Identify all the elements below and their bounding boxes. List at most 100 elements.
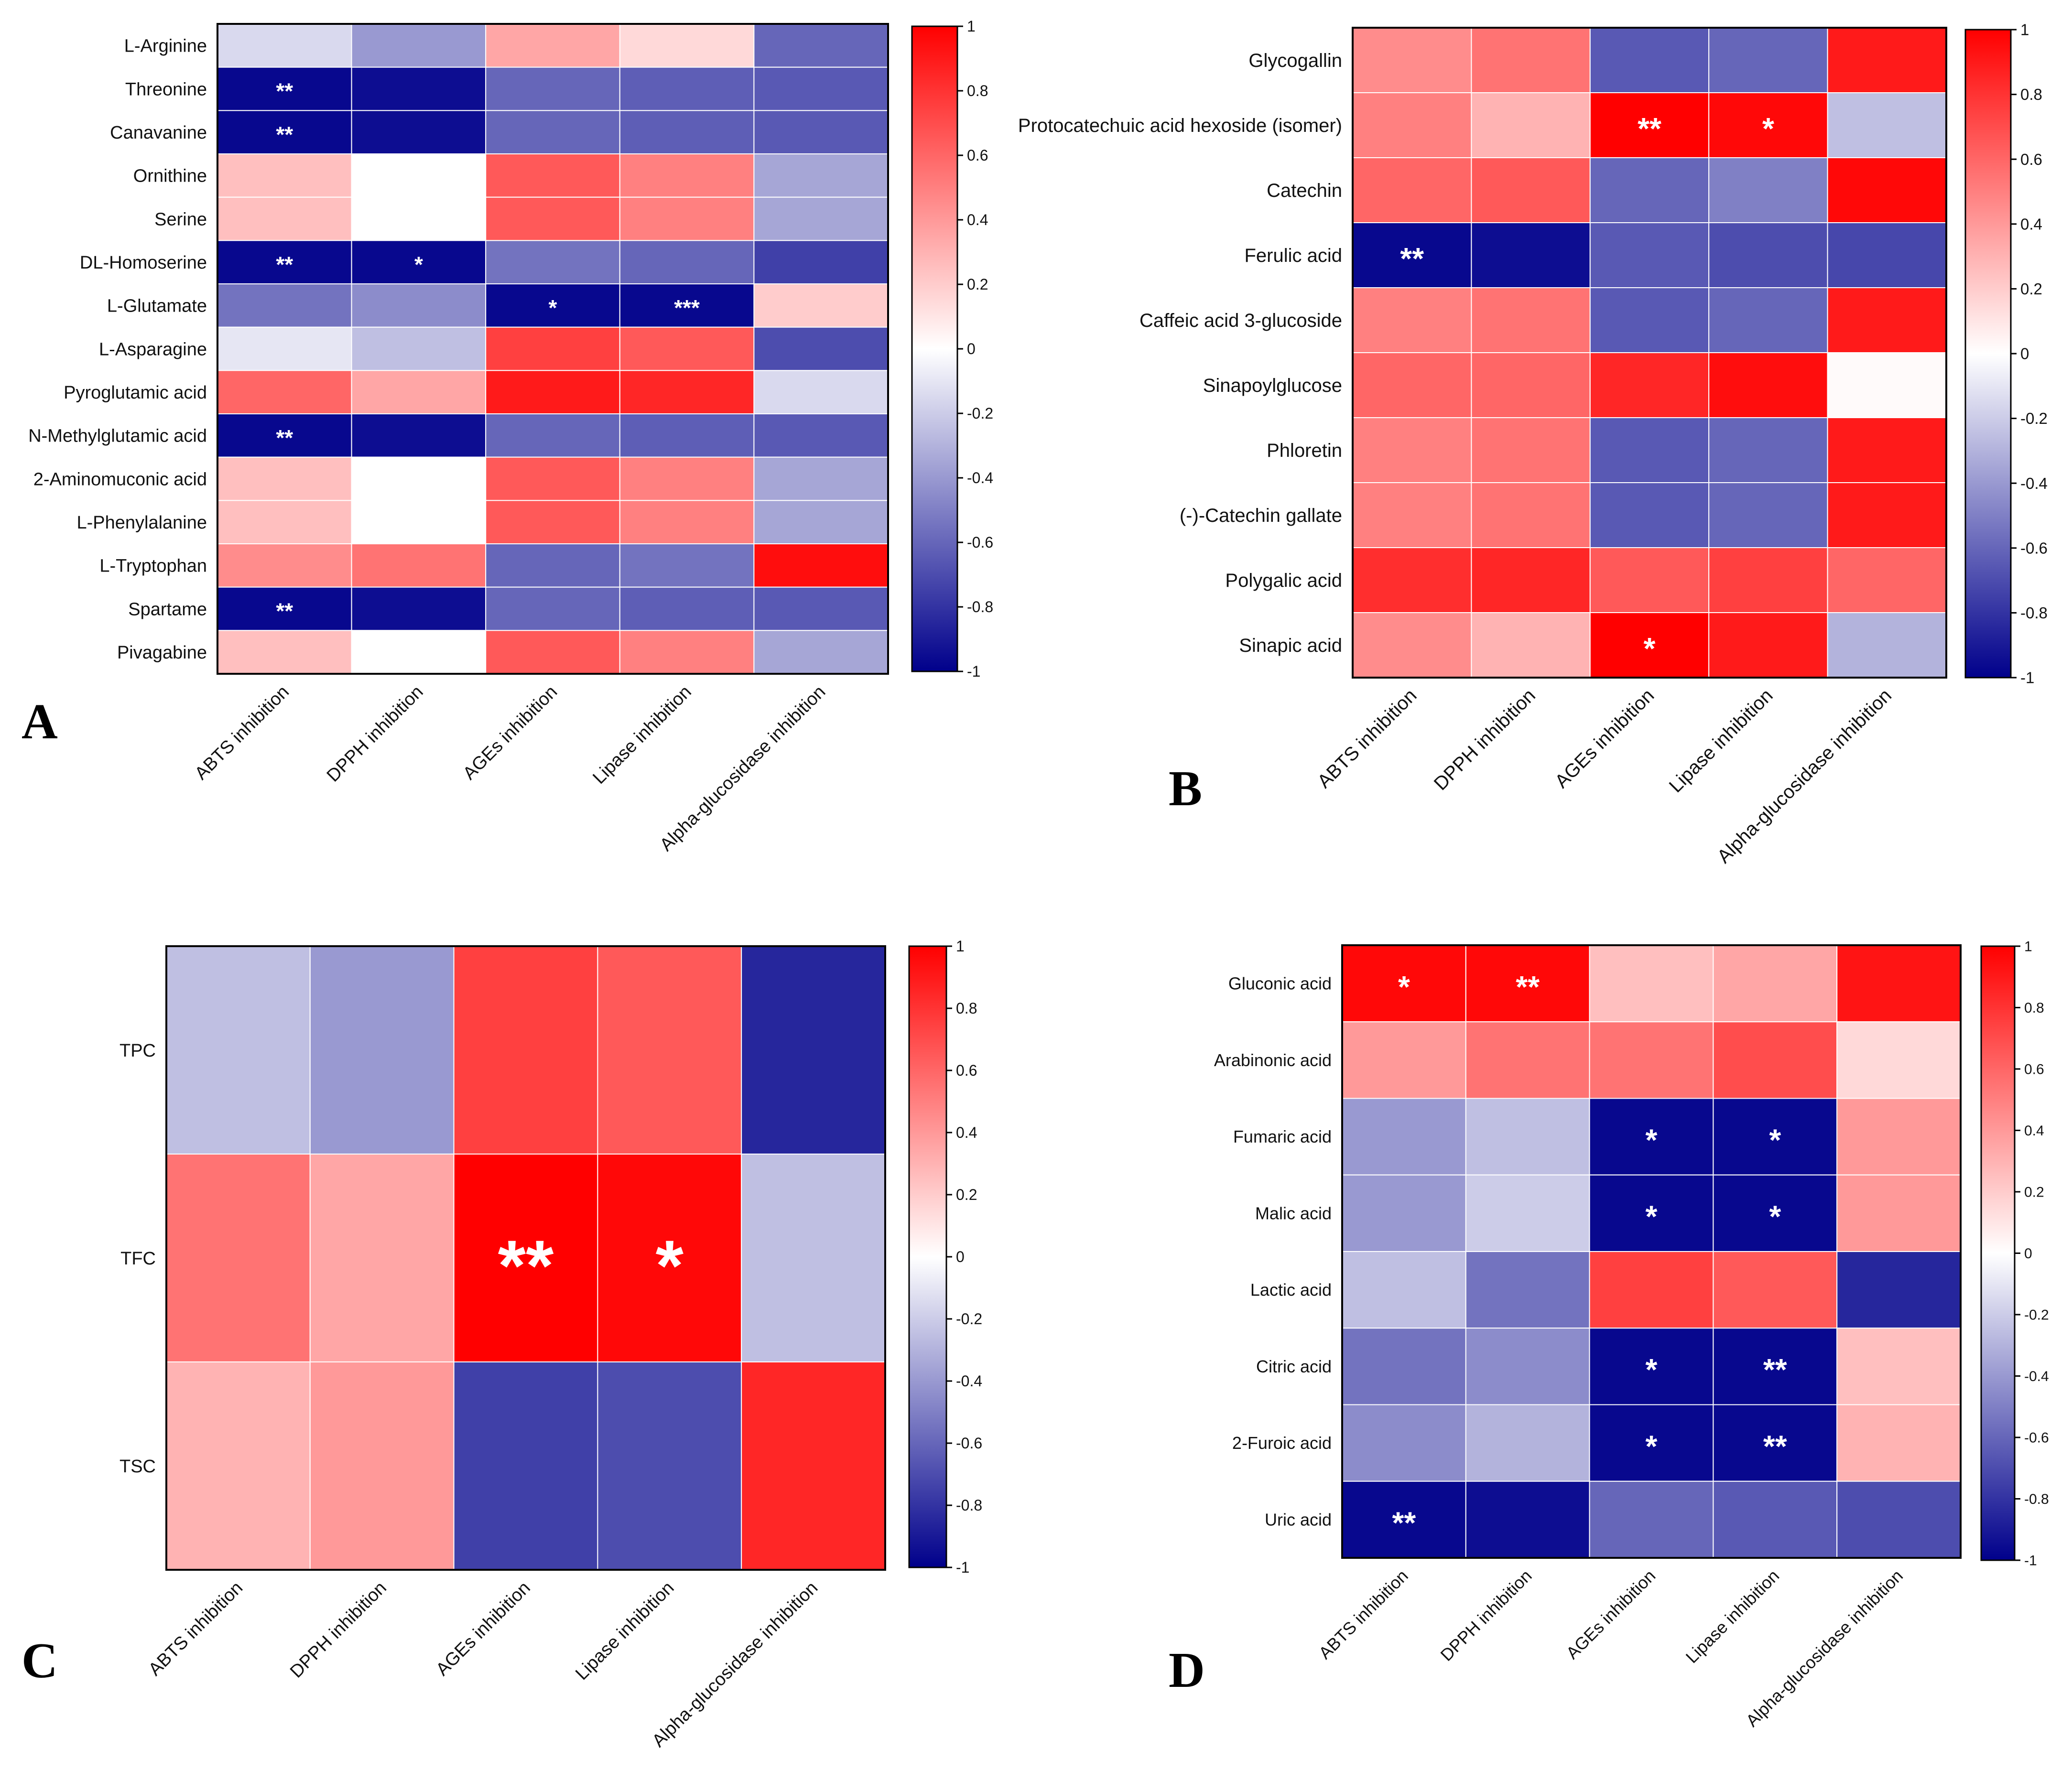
row-label: Fumaric acid	[1233, 1127, 1332, 1146]
row-label: Sinapic acid	[1239, 635, 1342, 656]
significance-mark: ***	[674, 295, 700, 320]
heatmap-cell	[1471, 27, 1591, 93]
heatmap-cell	[485, 110, 620, 154]
colorbar-tick-label: 0.4	[967, 211, 988, 228]
significance-mark: *	[656, 1225, 684, 1306]
heatmap-cell	[1827, 287, 1947, 353]
column-label: AGEs inhibition	[459, 682, 561, 784]
colorbar	[911, 25, 958, 672]
heatmap-cell	[1352, 27, 1472, 93]
row-label: N-Methylglutamic acid	[28, 426, 207, 446]
significance-mark: *	[1769, 1199, 1781, 1234]
colorbar-tick-label: -0.6	[956, 1435, 982, 1452]
heatmap-cell	[351, 66, 487, 111]
heatmap-cell	[1836, 1251, 1961, 1329]
heatmap-cell	[217, 500, 352, 545]
colorbar	[1980, 945, 2016, 1561]
heatmap-cell	[453, 946, 598, 1155]
heatmap-cell	[753, 240, 889, 285]
heatmap-cell	[351, 543, 487, 588]
colorbar	[1964, 29, 2012, 679]
heatmap-cell	[1589, 92, 1710, 158]
heatmap-cell	[1708, 547, 1828, 613]
heatmap-cell	[351, 586, 487, 631]
heatmap-cell	[1827, 482, 1947, 548]
column-label: ABTS inhibition	[1313, 685, 1421, 792]
heatmap-cell	[1342, 945, 1466, 1023]
row-label: TFC	[120, 1249, 156, 1269]
heatmap-cell	[753, 110, 889, 154]
heatmap-cell	[1471, 612, 1591, 678]
heatmap-cell	[619, 326, 755, 371]
colorbar-tick-label: 0.8	[2024, 1000, 2044, 1016]
colorbar-tick-label: -0.6	[2020, 539, 2048, 557]
heatmap-cell	[1352, 482, 1472, 548]
heatmap-cell	[1471, 417, 1591, 483]
colorbar-tick-label: 0.6	[2024, 1062, 2044, 1078]
significance-mark: **	[1763, 1352, 1787, 1387]
significance-mark: **	[276, 252, 293, 277]
row-label: Ferulic acid	[1244, 245, 1342, 266]
colorbar-tick-label: 0.6	[2020, 151, 2042, 168]
row-label: L-Asparagine	[99, 339, 207, 359]
heatmap-cell	[619, 23, 755, 68]
significance-mark: *	[414, 252, 423, 277]
colorbar-tick-label: 1	[967, 18, 976, 35]
row-label: Caffeic acid 3-glucoside	[1139, 310, 1342, 331]
heatmap-cell	[1827, 352, 1947, 418]
significance-mark: **	[498, 1225, 554, 1306]
heatmap-cell	[1827, 222, 1947, 288]
colorbar-tick-label: -0.4	[956, 1372, 982, 1390]
colorbar-tick-label: 0.8	[967, 82, 988, 99]
heatmap-cell	[619, 66, 755, 111]
heatmap-frame	[1352, 27, 1947, 679]
heatmap-cell	[1708, 417, 1828, 483]
column-label: ABTS inhibition	[191, 682, 293, 784]
column-label: Lipase inhibition	[572, 1578, 678, 1684]
heatmap-cell	[1589, 1251, 1714, 1329]
heatmap-cell	[1589, 1480, 1714, 1558]
heatmap-cell	[1836, 1021, 1961, 1099]
significance-mark: **	[1392, 1506, 1416, 1540]
heatmap-cell	[485, 23, 620, 68]
heatmap-cell	[1713, 1480, 1838, 1558]
heatmap-cell	[1465, 1251, 1590, 1329]
heatmap-cell	[485, 370, 620, 414]
heatmap-cell	[485, 456, 620, 501]
heatmap-cell	[1342, 1098, 1466, 1176]
heatmap-frame	[165, 945, 886, 1571]
colorbar-tick-label: 0.2	[967, 276, 988, 293]
heatmap-cell	[619, 110, 755, 154]
heatmap-cell	[1352, 222, 1472, 288]
colorbar-tick-label: 1	[2024, 939, 2032, 955]
colorbar-tick-label: -0.2	[2024, 1307, 2049, 1323]
heatmap-cell	[453, 1154, 598, 1362]
heatmap-cell	[753, 413, 889, 458]
row-label: 2-Aminomuconic acid	[33, 469, 207, 489]
heatmap-cell	[741, 1361, 886, 1570]
heatmap-cell	[1836, 1098, 1961, 1176]
heatmap-cell	[619, 240, 755, 285]
row-label: Pivagabine	[117, 643, 207, 663]
column-label: Lipase inhibition	[1665, 685, 1777, 797]
row-label: Glycogallin	[1248, 50, 1342, 71]
heatmap-cell	[351, 283, 487, 328]
heatmap-cell	[1827, 612, 1947, 678]
heatmap-cell	[351, 370, 487, 414]
heatmap-cell	[753, 196, 889, 241]
heatmap-cell	[217, 326, 352, 371]
heatmap-cell	[351, 153, 487, 198]
heatmap-cell	[1589, 482, 1710, 548]
heatmap-cell	[1352, 157, 1472, 223]
colorbar-tick-label: 0	[2020, 345, 2029, 363]
heatmap-cell	[1713, 1021, 1838, 1099]
row-label: (-)-Catechin gallate	[1180, 505, 1342, 526]
heatmap-cell	[1708, 27, 1828, 93]
heatmap-cell	[217, 66, 352, 111]
heatmap-cell	[1827, 417, 1947, 483]
colorbar-tick-label: -0.2	[956, 1310, 982, 1328]
heatmap-cell	[1352, 92, 1472, 158]
heatmap-cell	[597, 1361, 742, 1570]
significance-mark: *	[1646, 1123, 1658, 1157]
